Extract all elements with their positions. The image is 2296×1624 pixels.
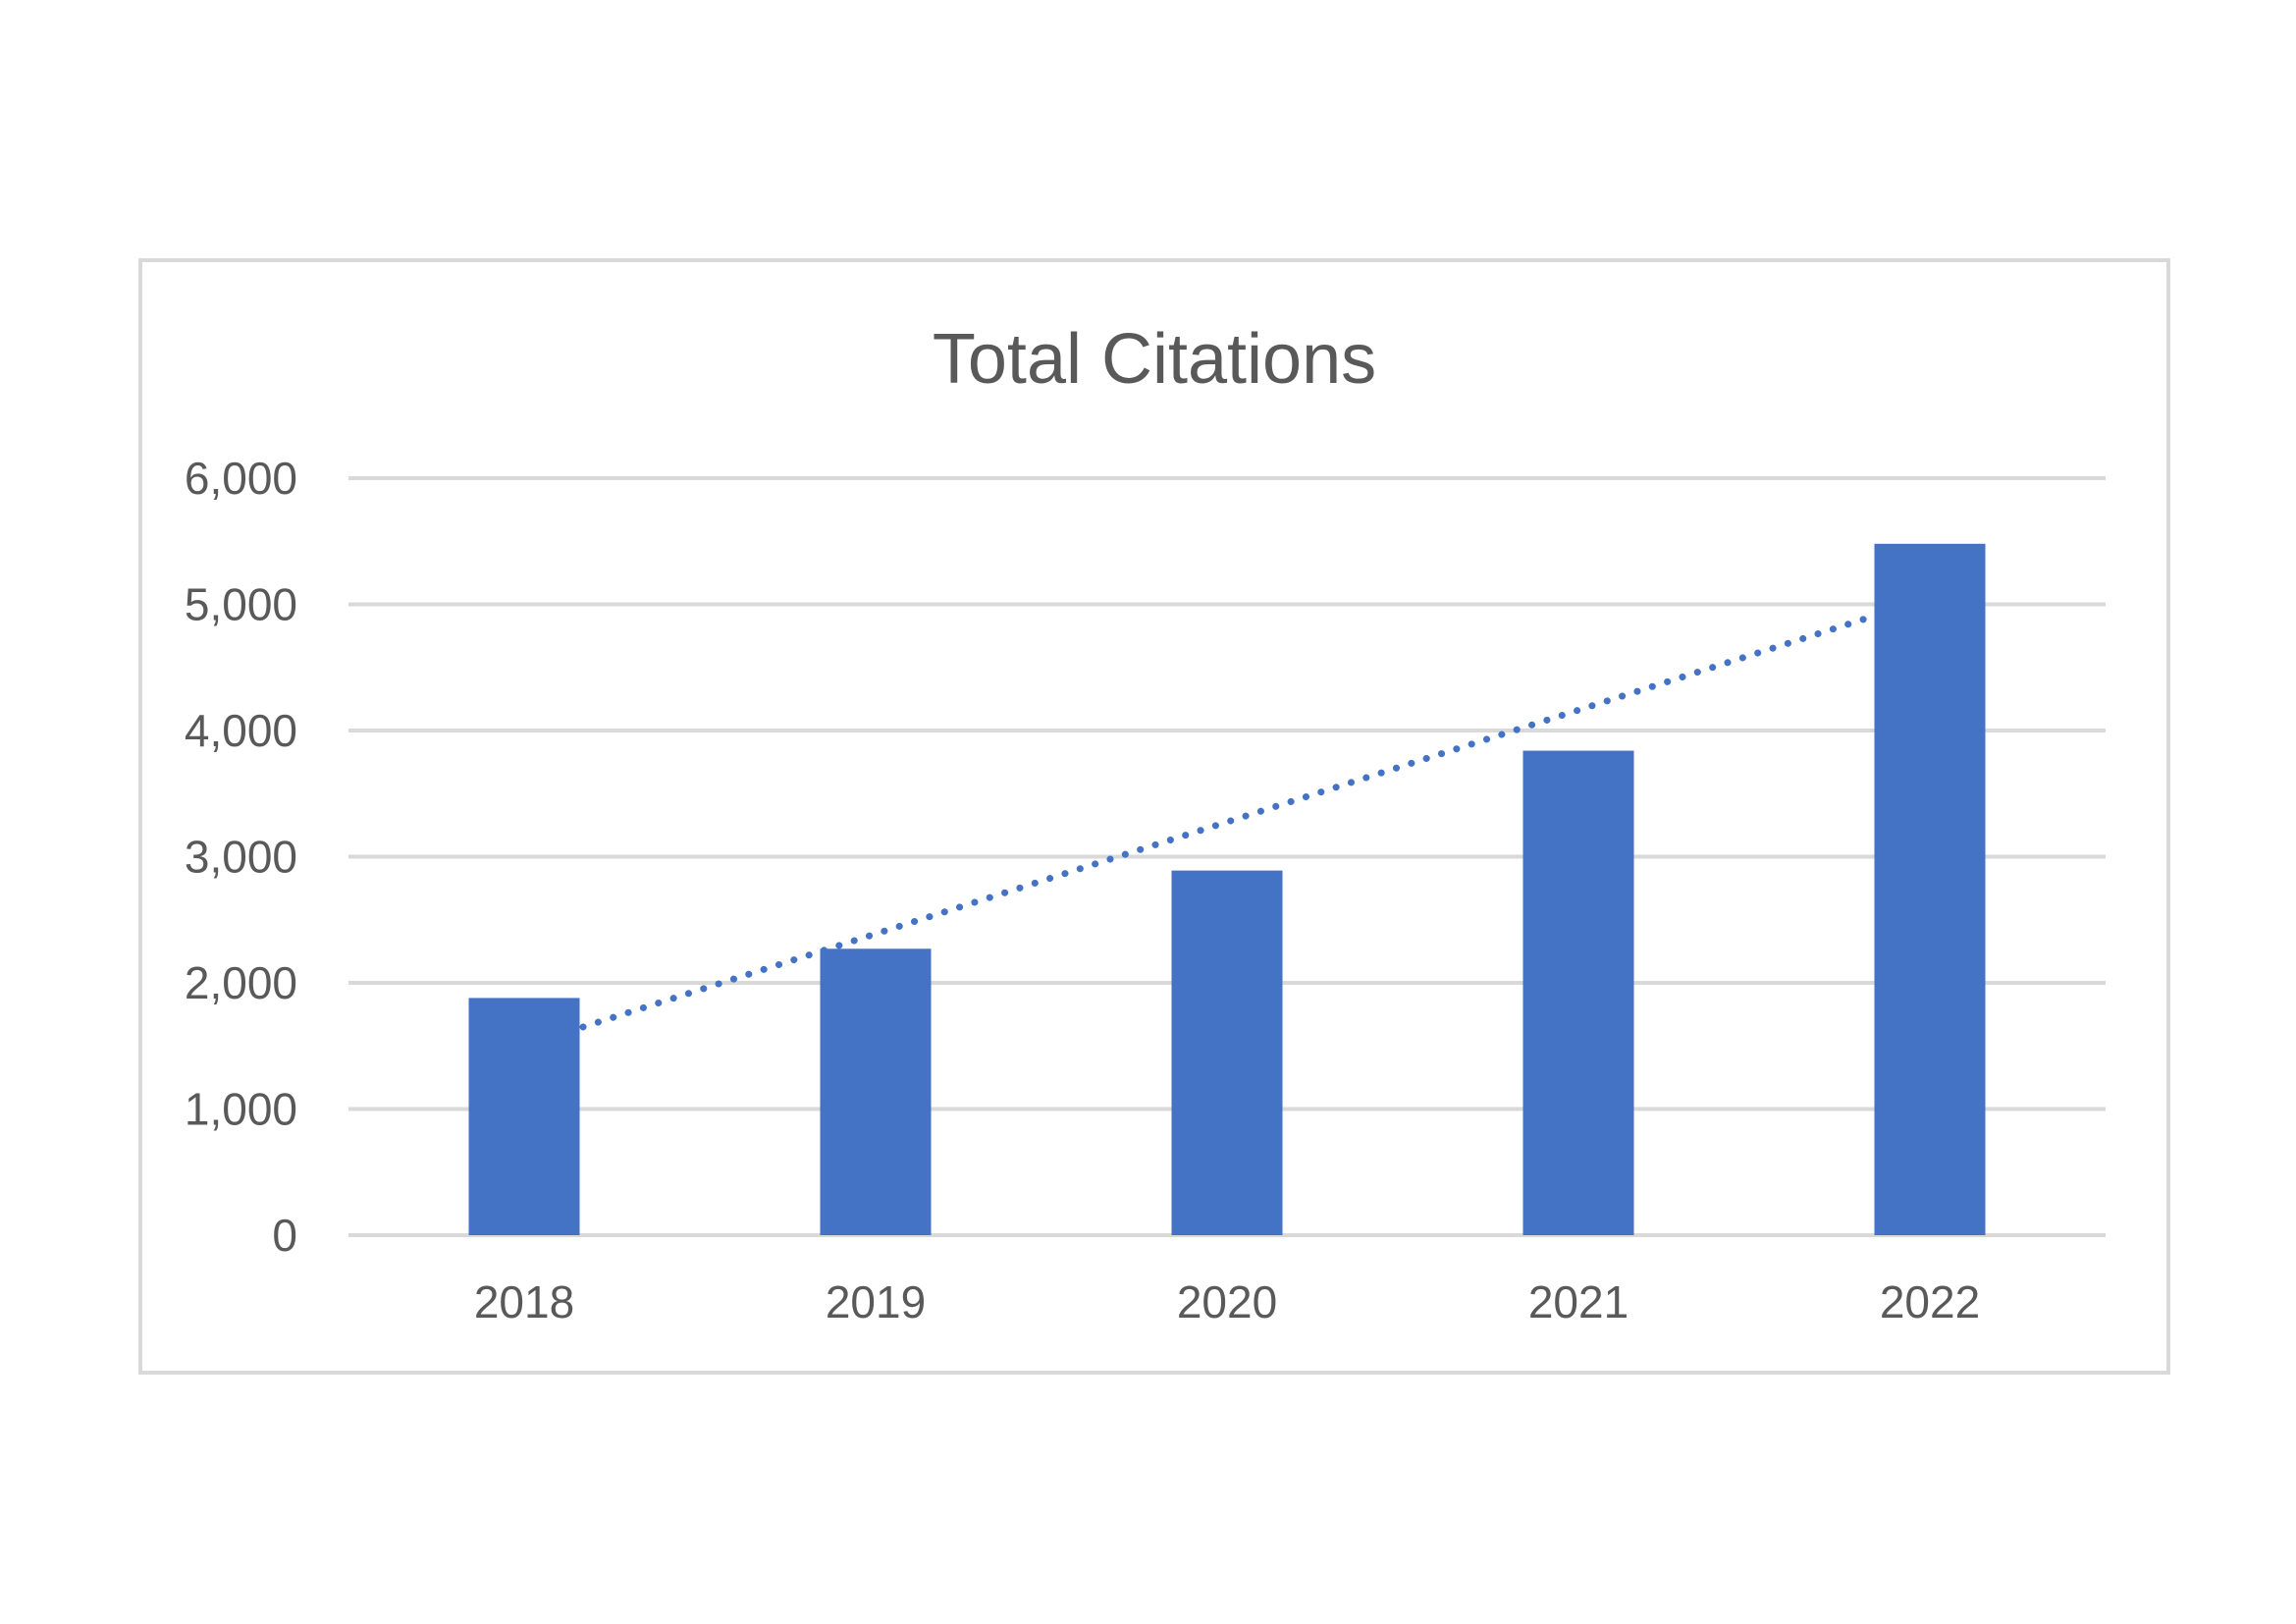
- y-tick-label: 4,000: [185, 705, 297, 756]
- bars: [468, 543, 1986, 1235]
- bar-2018: [468, 998, 580, 1235]
- y-tick-label: 0: [272, 1210, 297, 1261]
- x-tick-label: 2020: [1177, 1276, 1277, 1327]
- chart-area-border: [138, 258, 2170, 1375]
- y-tick-label: 5,000: [185, 579, 297, 630]
- bar-2022: [1874, 543, 1986, 1235]
- bar-2019: [820, 948, 932, 1235]
- chart-title: Total Citations: [933, 320, 1376, 399]
- x-tick-label: 2021: [1528, 1276, 1629, 1327]
- bar-2020: [1171, 870, 1283, 1235]
- x-tick-label: 2018: [474, 1276, 574, 1327]
- y-tick-label: 2,000: [185, 957, 297, 1008]
- x-tick-label: 2022: [1880, 1276, 1980, 1327]
- x-tick-label: 2019: [826, 1276, 926, 1327]
- y-tick-label: 1,000: [185, 1084, 297, 1135]
- bar-2021: [1522, 750, 1634, 1235]
- y-tick-label: 6,000: [185, 453, 297, 504]
- y-tick-label: 3,000: [185, 832, 297, 883]
- y-axis-tick-labels: 0 1,000 2,000 3,000 4,000 5,000 6,000: [185, 453, 297, 1261]
- x-axis-tick-labels: 2018 2019 2020 2021 2022: [474, 1276, 1980, 1327]
